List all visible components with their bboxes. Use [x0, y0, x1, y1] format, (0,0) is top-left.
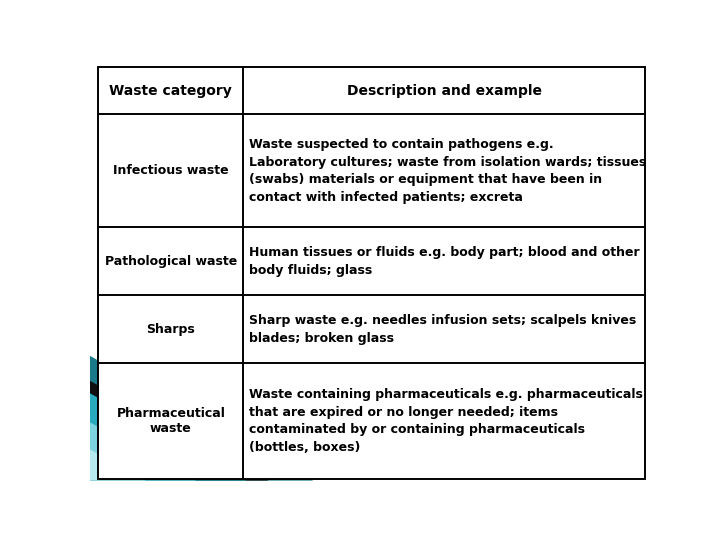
Bar [99, 363, 243, 478]
Bar [99, 295, 243, 363]
Bar [243, 67, 645, 114]
Bar [99, 67, 243, 114]
Text: Waste category: Waste category [109, 84, 233, 98]
Polygon shape [90, 381, 269, 481]
Text: Sharps: Sharps [146, 323, 195, 336]
Bar [99, 227, 243, 295]
Polygon shape [90, 449, 145, 481]
Text: Pharmaceutical
waste: Pharmaceutical waste [117, 407, 225, 435]
Text: Description and example: Description and example [347, 84, 541, 98]
Text: Infectious waste: Infectious waste [113, 164, 229, 177]
Text: Waste containing pharmaceuticals e.g. pharmaceuticals
that are expired or no lon: Waste containing pharmaceuticals e.g. ph… [249, 388, 643, 454]
Text: Waste suspected to contain pathogens e.g.
Laboratory cultures; waste from isolat: Waste suspected to contain pathogens e.g… [249, 138, 646, 204]
Polygon shape [90, 422, 196, 481]
Polygon shape [90, 393, 246, 481]
Bar [243, 295, 645, 363]
Bar [243, 114, 645, 227]
Text: Sharp waste e.g. needles infusion sets; scalpels knives
blades; broken glass: Sharp waste e.g. needles infusion sets; … [249, 314, 636, 345]
Text: Human tissues or fluids e.g. body part; blood and other
body fluids; glass: Human tissues or fluids e.g. body part; … [249, 246, 639, 276]
Polygon shape [90, 356, 313, 481]
Bar [243, 227, 645, 295]
Text: Pathological waste: Pathological waste [104, 255, 237, 268]
Bar [99, 114, 243, 227]
Bar [243, 363, 645, 478]
